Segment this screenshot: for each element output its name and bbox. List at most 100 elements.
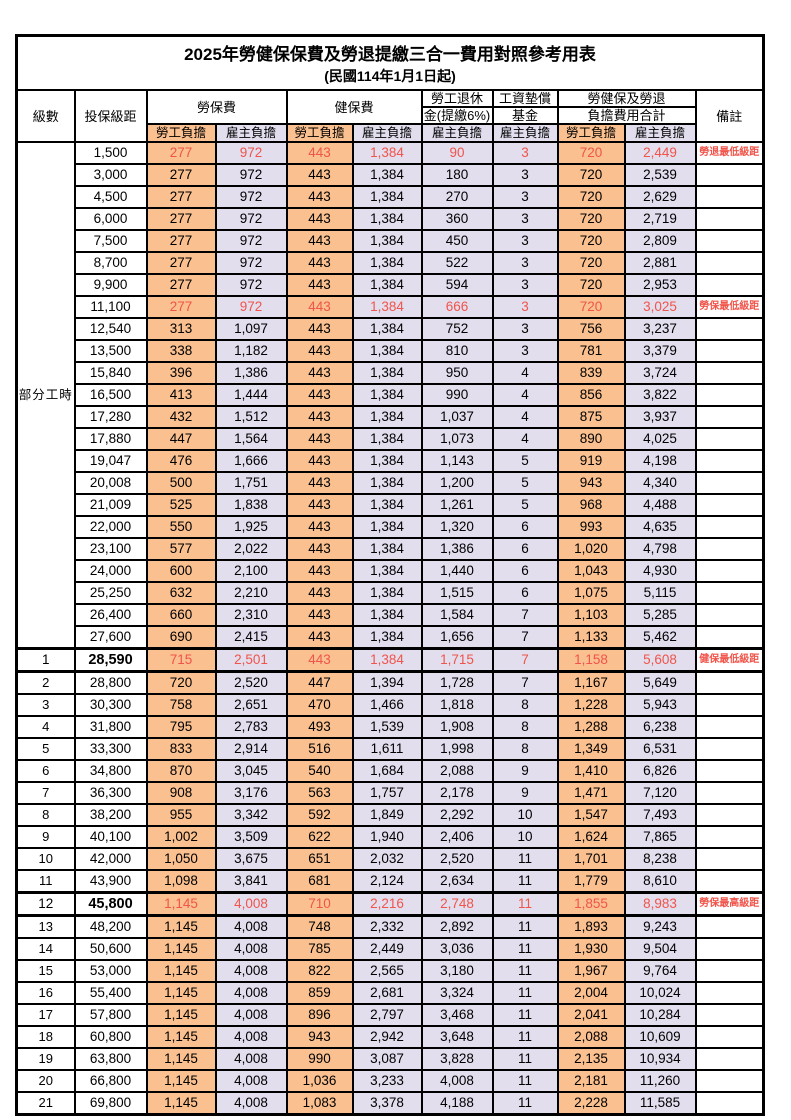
value-cell: 1,547 bbox=[556, 803, 626, 827]
value-cell: 1,145 bbox=[145, 959, 217, 983]
table-row: 22,000 550 1,925 443 1,384 1,320 6 993 4,635 bbox=[17, 515, 765, 539]
value-cell: 908 bbox=[145, 781, 217, 805]
value-cell: 447 bbox=[145, 427, 217, 451]
value-cell: 443 bbox=[285, 515, 354, 539]
value-cell: 443 bbox=[285, 405, 354, 429]
value-cell: 1,145 bbox=[145, 1025, 217, 1049]
value-cell: 443 bbox=[285, 185, 354, 209]
value-cell: 1,925 bbox=[214, 515, 288, 539]
level-cell: 2 bbox=[15, 670, 76, 695]
bracket-cell: 4,500 bbox=[73, 185, 148, 209]
value-cell: 11 bbox=[491, 891, 559, 917]
value-cell: 1,384 bbox=[351, 361, 423, 385]
table-row: 11,100 277 972 443 1,384 666 3 720 3,025 勞保最低級距 bbox=[17, 295, 765, 319]
remark-cell bbox=[694, 251, 765, 275]
value-cell: 443 bbox=[285, 339, 354, 363]
value-cell: 7 bbox=[491, 603, 559, 627]
bracket-cell: 15,840 bbox=[73, 361, 148, 385]
value-cell: 1,466 bbox=[351, 693, 423, 717]
value-cell: 11,585 bbox=[623, 1091, 697, 1116]
value-cell: 443 bbox=[285, 471, 354, 495]
value-cell: 1,386 bbox=[214, 361, 288, 385]
value-cell: 3,509 bbox=[214, 825, 288, 849]
value-cell: 2,415 bbox=[214, 625, 288, 650]
value-cell: 11 bbox=[491, 914, 559, 939]
table-row: 6,000 277 972 443 1,384 360 3 720 2,719 bbox=[17, 207, 765, 231]
table-row: 20 66,800 1,145 4,008 1,036 3,233 4,008 11 2,181… bbox=[15, 1069, 765, 1093]
table-row: 1 28,590 715 2,501 443 1,384 1,715 7 1,158 5,608 健… bbox=[15, 647, 765, 673]
value-cell: 720 bbox=[556, 251, 626, 275]
value-cell: 10,934 bbox=[623, 1047, 697, 1071]
value-cell: 443 bbox=[285, 141, 354, 165]
table-row: 7,500 277 972 443 1,384 450 3 720 2,809 bbox=[17, 229, 765, 253]
table-row: 20,008 500 1,751 443 1,384 1,200 5 943 4,340 bbox=[17, 471, 765, 495]
column-header-pension-line2: 金(提繳6%) bbox=[420, 106, 494, 125]
value-cell: 5,943 bbox=[623, 693, 697, 717]
value-cell: 1,384 bbox=[351, 559, 423, 583]
table-row: 23,100 577 2,022 443 1,384 1,386 6 1,020 4,798 bbox=[17, 537, 765, 561]
remark-cell bbox=[694, 449, 765, 473]
value-cell: 632 bbox=[145, 581, 217, 605]
value-cell: 1,384 bbox=[351, 339, 423, 363]
value-cell: 563 bbox=[285, 781, 354, 805]
value-cell: 4,635 bbox=[623, 515, 697, 539]
value-cell: 2,634 bbox=[420, 869, 494, 894]
remark-cell bbox=[694, 273, 765, 297]
value-cell: 3,379 bbox=[623, 339, 697, 363]
remark-cell: 勞保最低級距 bbox=[694, 295, 765, 319]
value-cell: 2,651 bbox=[214, 693, 288, 717]
value-cell: 972 bbox=[214, 273, 288, 297]
value-cell: 1,133 bbox=[556, 625, 626, 650]
value-cell: 1,998 bbox=[420, 737, 494, 761]
value-cell: 2,216 bbox=[351, 891, 423, 917]
title-block: 2025年勞健保保費及勞退提繳三合一費用對照參考用表 (民國114年1月1日起) bbox=[15, 34, 765, 91]
value-cell: 919 bbox=[556, 449, 626, 473]
value-cell: 6,238 bbox=[623, 715, 697, 739]
value-cell: 443 bbox=[285, 427, 354, 451]
bracket-cell: 3,000 bbox=[73, 163, 148, 187]
value-cell: 2,310 bbox=[214, 603, 288, 627]
table-row: 15,840 396 1,386 443 1,384 950 4 839 3,724 bbox=[17, 361, 765, 385]
value-cell: 1,145 bbox=[145, 1091, 217, 1116]
remark-cell bbox=[694, 163, 765, 187]
bracket-cell: 28,590 bbox=[73, 647, 148, 673]
value-cell: 11 bbox=[491, 869, 559, 894]
value-cell: 3,233 bbox=[351, 1069, 423, 1093]
column-header-total-line1: 勞健保及勞退 bbox=[556, 89, 697, 108]
remark-cell bbox=[694, 185, 765, 209]
value-cell: 1,666 bbox=[214, 449, 288, 473]
table-row: 5 33,300 833 2,914 516 1,611 1,998 8 1,349 6,531 bbox=[15, 737, 765, 761]
bracket-cell: 60,800 bbox=[73, 1025, 148, 1049]
value-cell: 1,757 bbox=[351, 781, 423, 805]
value-cell: 338 bbox=[145, 339, 217, 363]
value-cell: 1,751 bbox=[214, 471, 288, 495]
remark-cell bbox=[694, 803, 765, 827]
value-cell: 690 bbox=[145, 625, 217, 650]
bracket-cell: 24,000 bbox=[73, 559, 148, 583]
value-cell: 525 bbox=[145, 493, 217, 517]
bracket-cell: 38,200 bbox=[73, 803, 148, 827]
value-cell: 1,384 bbox=[351, 493, 423, 517]
value-cell: 10 bbox=[491, 803, 559, 827]
table-row: 9,900 277 972 443 1,384 594 3 720 2,953 bbox=[17, 273, 765, 297]
value-cell: 3,237 bbox=[623, 317, 697, 341]
value-cell: 1,908 bbox=[420, 715, 494, 739]
bracket-cell: 8,700 bbox=[73, 251, 148, 275]
level-cell: 14 bbox=[15, 937, 76, 961]
remark-cell bbox=[694, 229, 765, 253]
level-cell: 11 bbox=[15, 869, 76, 894]
table-row: 16,500 413 1,444 443 1,384 990 4 856 3,822 bbox=[17, 383, 765, 407]
value-cell: 7,865 bbox=[623, 825, 697, 849]
column-header-labor-insurance: 勞保費 bbox=[145, 89, 288, 125]
value-cell: 1,779 bbox=[556, 869, 626, 894]
column-header-health-insurance: 健保費 bbox=[285, 89, 423, 125]
bracket-cell: 21,009 bbox=[73, 493, 148, 517]
value-cell: 4,008 bbox=[214, 914, 288, 939]
value-cell: 6,531 bbox=[623, 737, 697, 761]
value-cell: 1,384 bbox=[351, 603, 423, 627]
column-header-level: 級數 bbox=[15, 89, 76, 143]
header-sub-row: 勞工負擔 雇主負擔 勞工負擔 雇主負擔 雇主負擔 雇主負擔 勞工負擔 雇主負擔 bbox=[17, 123, 764, 143]
table-row: 13,500 338 1,182 443 1,384 810 3 781 3,379 bbox=[17, 339, 765, 363]
remark-cell bbox=[694, 625, 765, 650]
value-cell: 1,384 bbox=[351, 229, 423, 253]
